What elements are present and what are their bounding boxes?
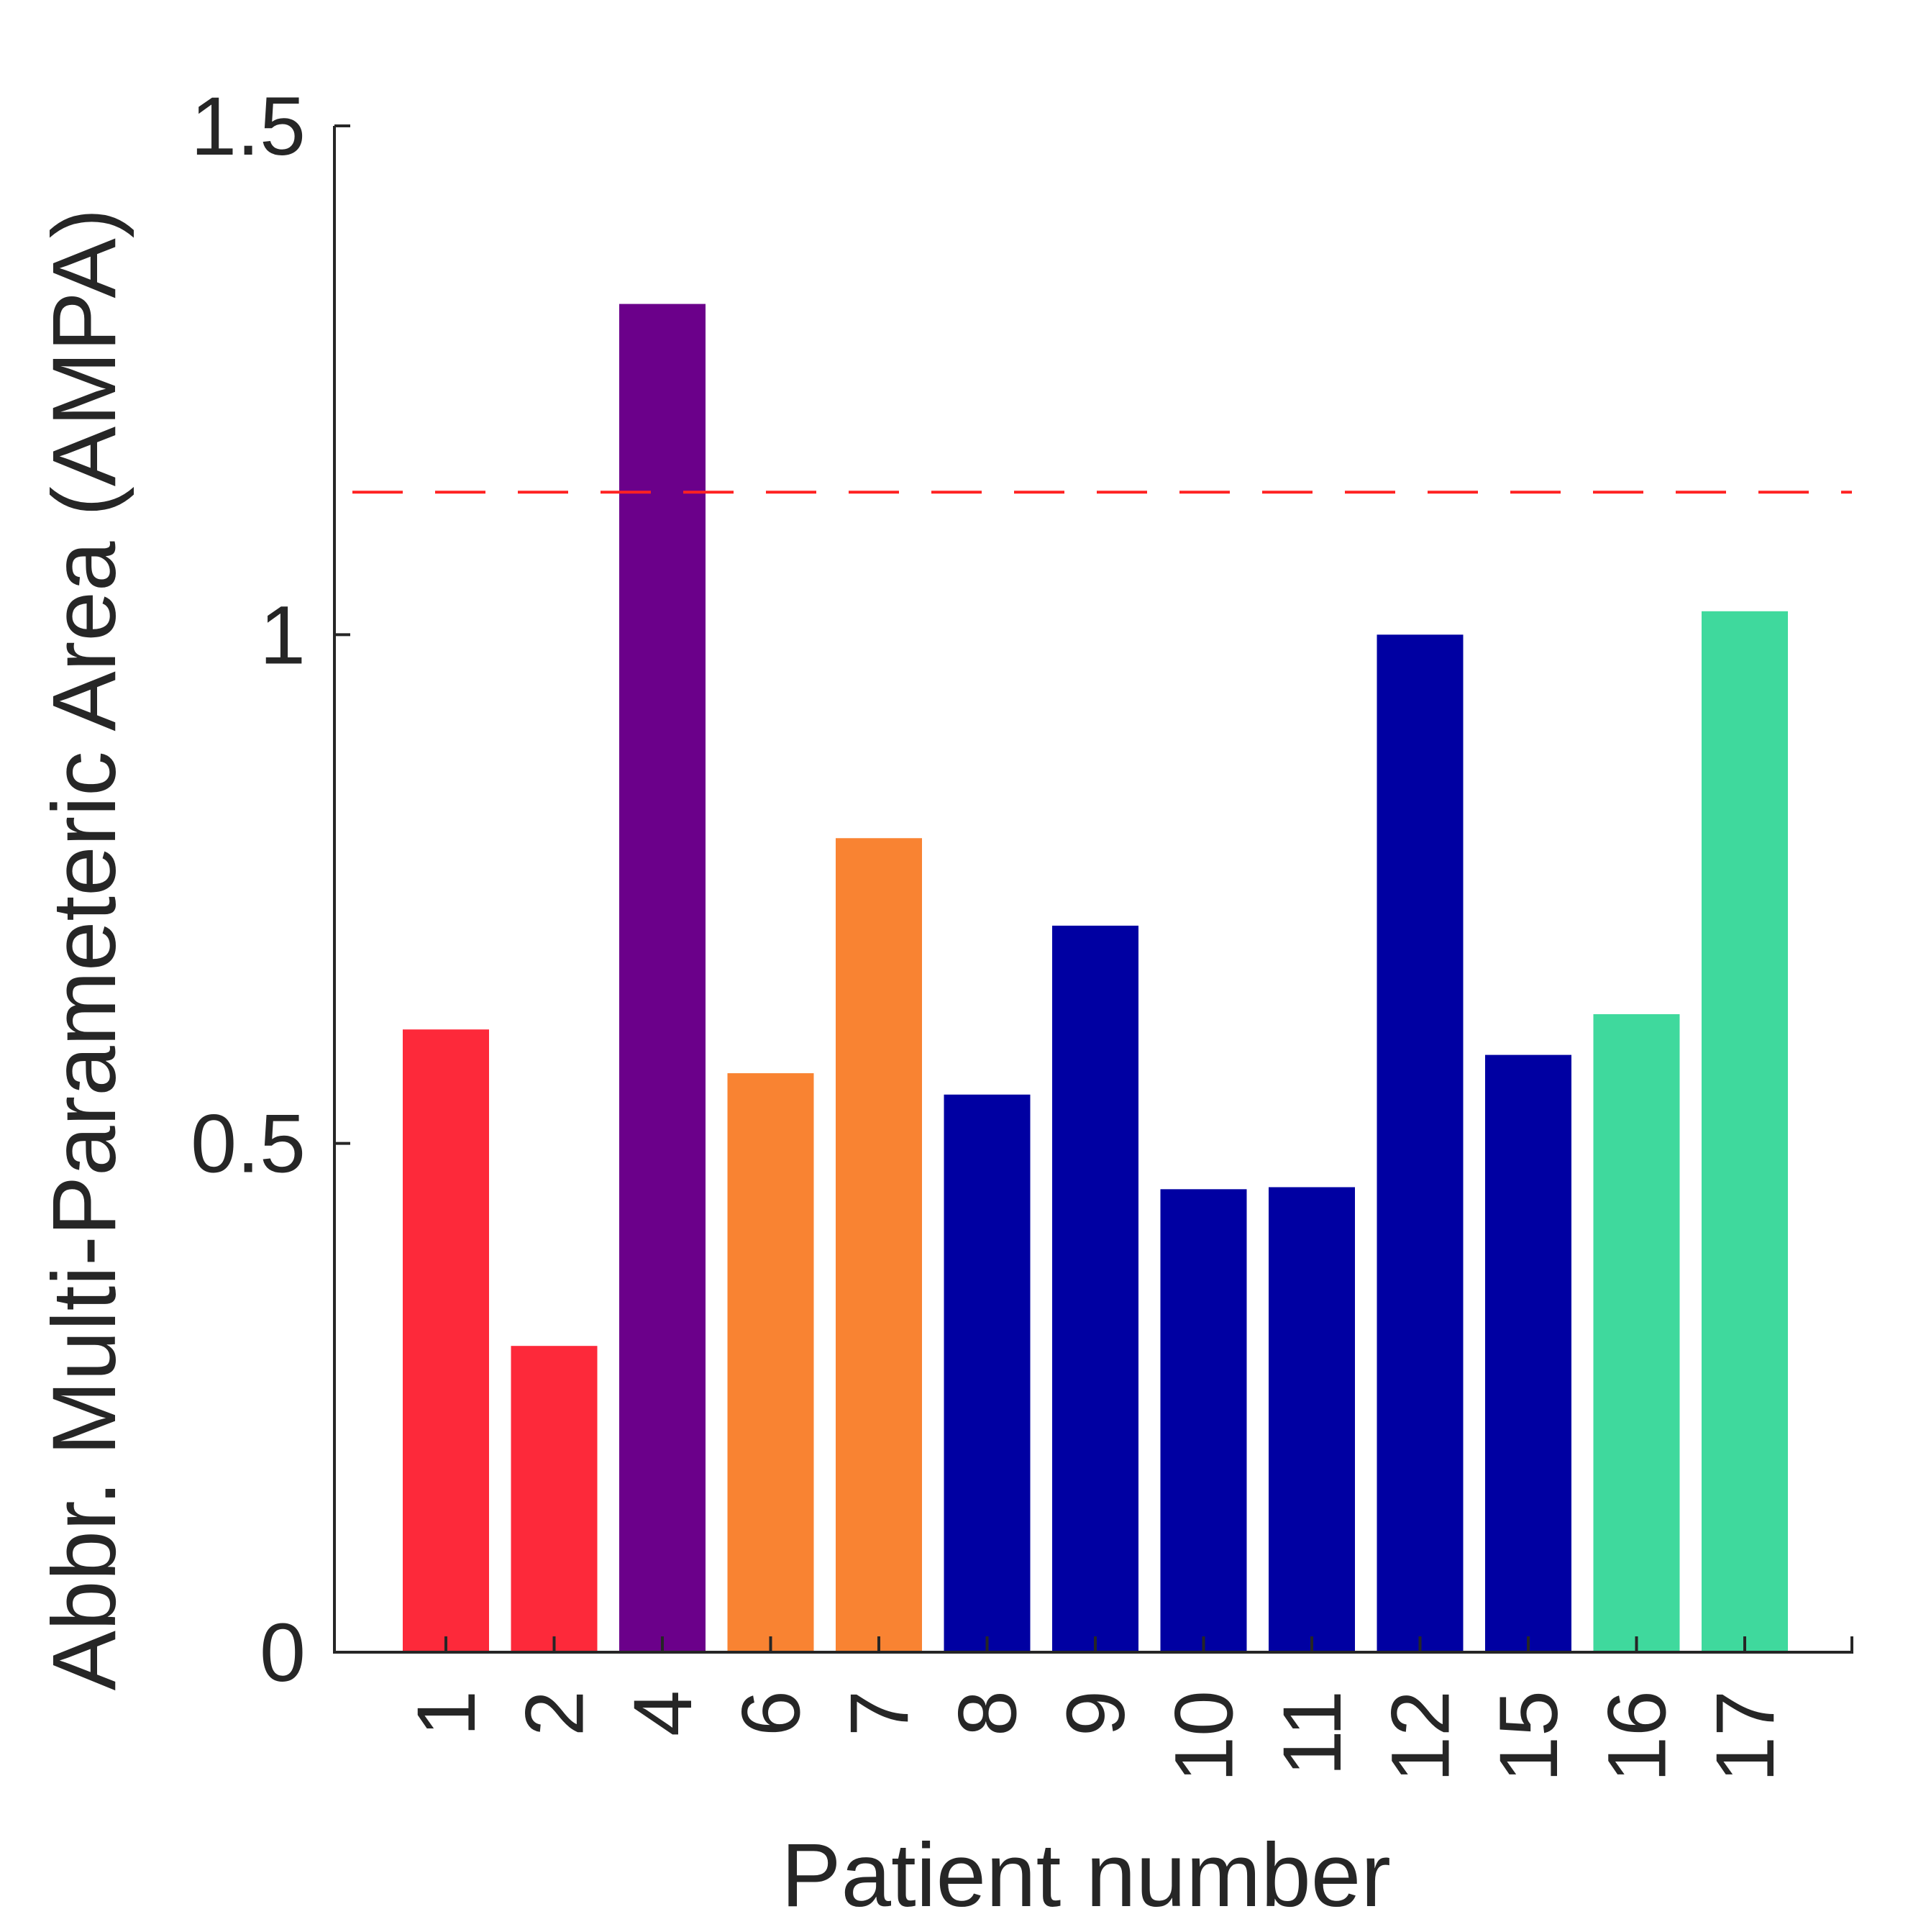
x-tick-label: 10 [1159, 1690, 1251, 1782]
y-tick-label: 1 [260, 589, 306, 681]
x-tick-label: 15 [1483, 1690, 1575, 1782]
axes [333, 126, 1853, 1654]
bar-patient-17 [1702, 611, 1788, 1652]
x-tick-label: 12 [1375, 1690, 1467, 1782]
x-tick-label: 6 [726, 1690, 818, 1736]
x-tick-label: 2 [509, 1690, 601, 1736]
x-tick-label: 4 [617, 1690, 709, 1736]
bar-patient-9 [1052, 925, 1138, 1652]
bar-patient-11 [1269, 1187, 1355, 1652]
x-tick-label: 7 [834, 1690, 926, 1736]
bar-patient-1 [403, 1029, 489, 1652]
x-tick-label: 8 [942, 1690, 1034, 1736]
y-tick-label: 1.5 [191, 81, 306, 173]
bars [403, 304, 1788, 1653]
x-tick-label: 1 [401, 1690, 493, 1736]
bar-patient-8 [944, 1094, 1031, 1652]
x-tick-label: 9 [1050, 1690, 1142, 1736]
bar-patient-15 [1485, 1054, 1571, 1652]
bar-patient-7 [836, 838, 922, 1652]
x-axis-label: Patient number [781, 1826, 1391, 1926]
x-tick-label: 11 [1266, 1690, 1359, 1776]
bar-patient-6 [727, 1073, 814, 1652]
y-tick-label: 0.5 [191, 1098, 306, 1190]
bar-patient-12 [1377, 634, 1464, 1653]
x-tick-label: 17 [1699, 1690, 1791, 1782]
bar-patient-4 [619, 304, 706, 1653]
bar-patient-2 [511, 1346, 598, 1652]
x-axis-ticks: 1 2 4 6 7 8 9 10 11 12 15 16 17 [401, 1636, 1791, 1782]
bar-patient-16 [1593, 1014, 1680, 1652]
x-tick-label: 16 [1592, 1690, 1684, 1782]
bar-patient-10 [1160, 1189, 1247, 1652]
y-axis-label: Abbr. Multi-Parameteric Area (AMPA) [35, 209, 134, 1691]
y-tick-label: 0 [260, 1607, 306, 1699]
y-axis-ticks: 0 0.5 1 1.5 [191, 81, 350, 1699]
